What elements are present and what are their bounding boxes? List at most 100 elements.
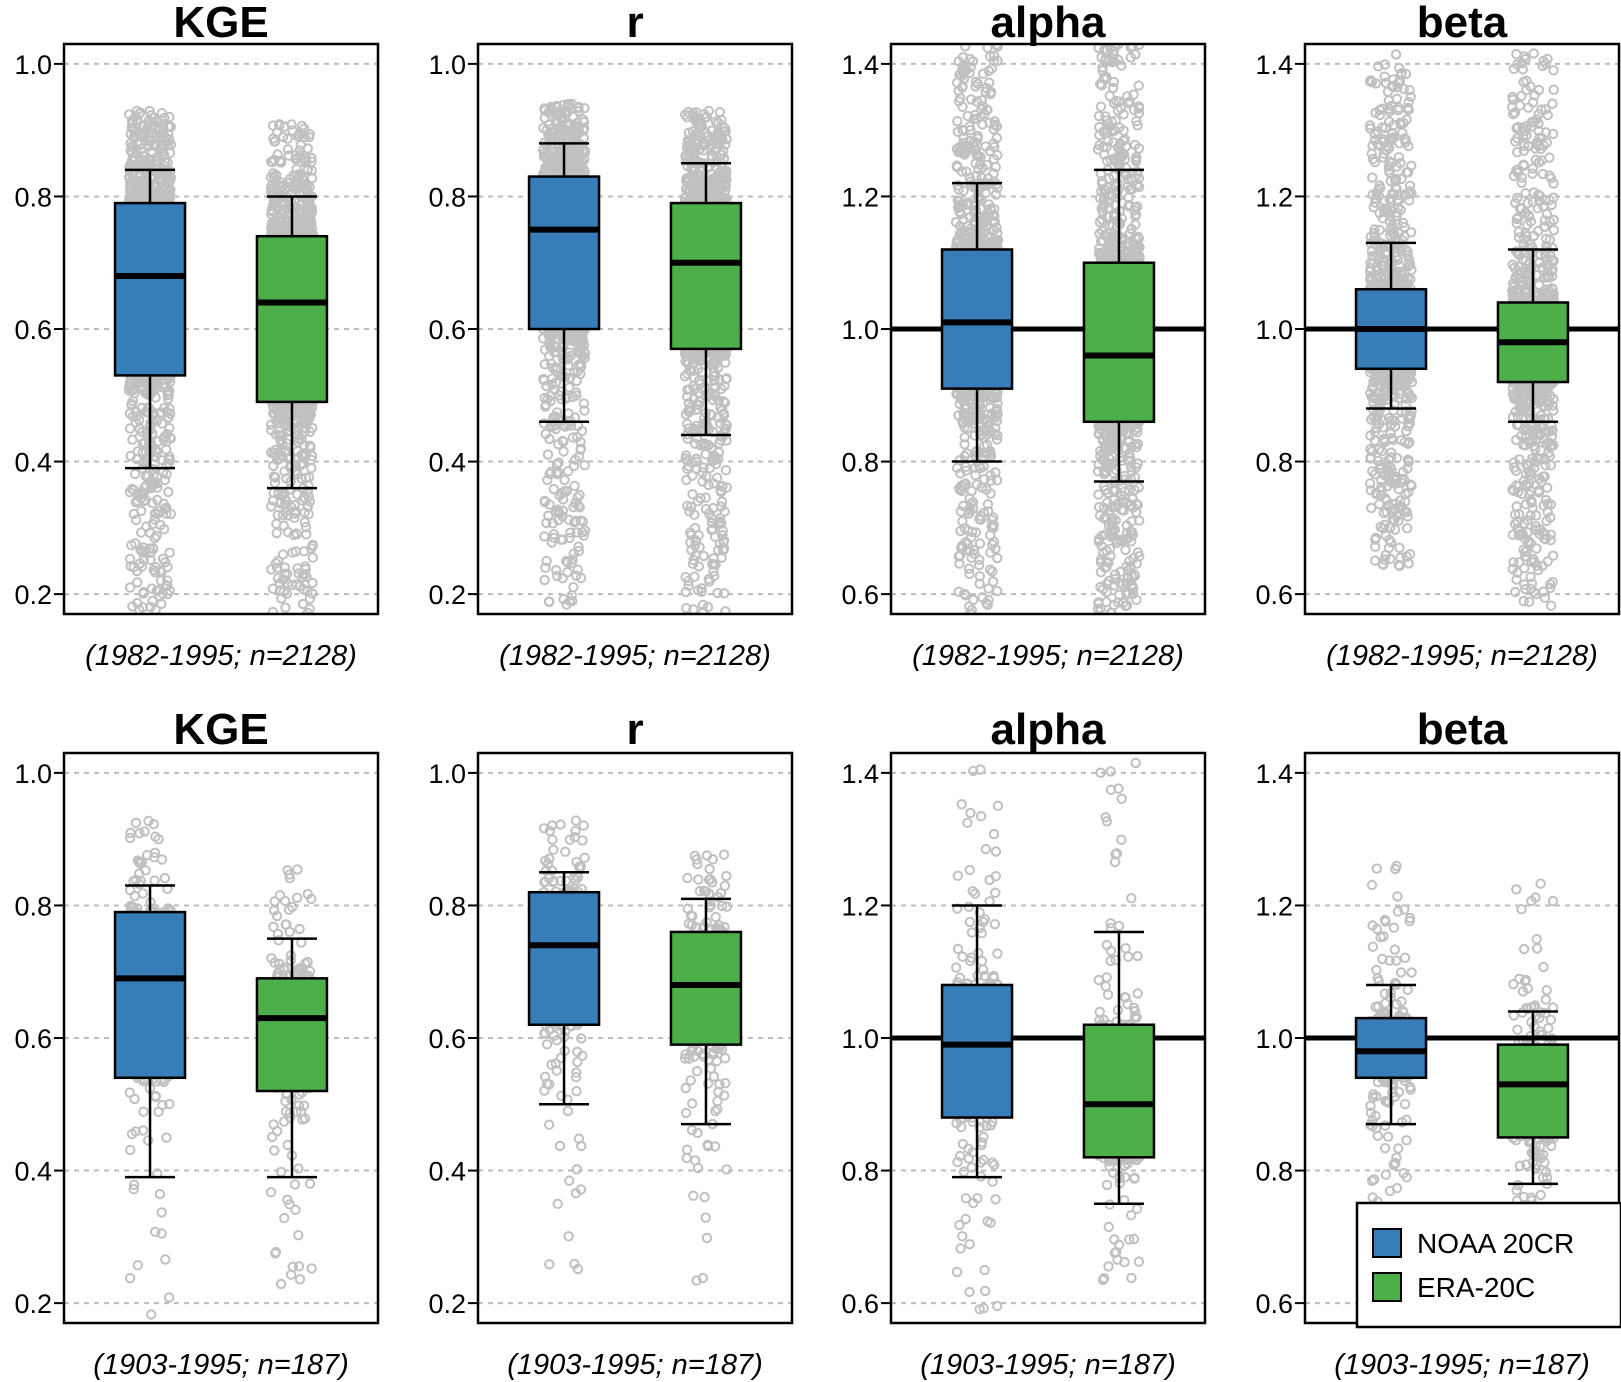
data-point: [713, 395, 725, 406]
data-point: [271, 127, 283, 138]
data-point: [703, 105, 714, 117]
data-point: [714, 374, 725, 385]
data-point: [541, 555, 552, 567]
data-point: [272, 454, 283, 466]
data-point: [698, 140, 709, 151]
data-point: [147, 595, 158, 607]
data-point: [279, 568, 290, 579]
data-point: [558, 446, 569, 457]
data-point: [982, 44, 993, 53]
data-point: [128, 183, 139, 195]
data-point: [289, 500, 300, 511]
data-point: [285, 409, 296, 420]
data-point: [573, 545, 585, 557]
data-point: [539, 359, 550, 370]
data-point: [542, 474, 553, 486]
data-point: [125, 128, 136, 140]
data-point: [569, 480, 580, 492]
data-point: [563, 120, 574, 131]
data-point: [546, 537, 558, 548]
data-point: [150, 567, 161, 578]
data-point: [135, 163, 146, 174]
data-point: [307, 422, 318, 434]
data-point: [159, 431, 170, 443]
data-point: [269, 136, 280, 147]
data-point: [545, 466, 557, 477]
data-point: [573, 101, 584, 113]
data-point: [708, 478, 719, 489]
data-point: [551, 467, 562, 479]
data-point: [156, 598, 167, 610]
data-point: [156, 418, 168, 429]
data-point: [578, 530, 589, 541]
data-point: [700, 492, 711, 503]
data-point: [538, 151, 550, 162]
data-point: [952, 116, 963, 127]
data-point: [714, 538, 726, 549]
data-point: [699, 438, 710, 449]
data-point: [570, 515, 581, 527]
data-point: [152, 508, 163, 520]
data-point: [559, 474, 570, 486]
data-point: [571, 390, 582, 401]
data-point: [281, 495, 292, 506]
data-point: [131, 105, 143, 117]
data-point: [276, 220, 287, 231]
data-point: [282, 144, 294, 155]
data-point: [681, 474, 692, 486]
data-point: [553, 439, 564, 450]
data-point: [718, 409, 730, 420]
data-point: [563, 419, 574, 430]
data-point: [716, 130, 727, 142]
data-point: [304, 193, 316, 204]
data-point: [566, 558, 577, 569]
data-point: [271, 527, 282, 539]
data-point: [692, 173, 704, 185]
data-point: [693, 530, 704, 541]
data-point: [720, 606, 731, 614]
data-point: [126, 122, 137, 134]
data-point: [162, 575, 173, 586]
data-point: [568, 149, 579, 161]
data-point: [143, 115, 155, 126]
data-point: [695, 493, 706, 504]
data-point: [709, 531, 721, 542]
panel-subtitle: (1982-1995; n=2128): [499, 640, 771, 672]
data-point: [155, 519, 166, 531]
y-tick-label: 0.6: [14, 315, 52, 345]
data-point: [686, 164, 697, 175]
data-point: [294, 145, 305, 156]
data-point: [161, 444, 172, 455]
data-point: [130, 497, 142, 508]
y-tick-label: 0.2: [428, 580, 466, 610]
data-point: [683, 358, 694, 370]
data-point: [266, 156, 277, 168]
data-point: [552, 570, 563, 582]
data-point: [164, 121, 176, 132]
data-point: [155, 188, 166, 199]
data-point: [292, 469, 303, 480]
y-tick-label: 1.0: [428, 50, 466, 80]
data-point: [550, 115, 561, 126]
data-point: [307, 588, 318, 599]
data-point: [566, 590, 578, 601]
data-point: [130, 110, 141, 122]
data-point: [125, 145, 136, 156]
data-point: [568, 548, 579, 559]
data-point: [706, 443, 717, 454]
panel-2: 0.20.40.60.81.0r(1982-1995; n=2128): [428, 0, 794, 672]
data-point: [131, 514, 142, 526]
data-point: [304, 198, 315, 209]
data-point: [540, 562, 551, 573]
data-point: [716, 486, 727, 498]
data-point: [709, 191, 720, 203]
panel-title: KGE: [173, 0, 268, 47]
data-point: [693, 387, 704, 399]
data-point: [306, 156, 317, 167]
panel-title: r: [626, 0, 643, 47]
data-point: [569, 367, 580, 378]
data-point: [128, 508, 140, 520]
data-point: [562, 466, 574, 477]
data-point: [544, 131, 555, 143]
y-tick-label: 1.4: [841, 50, 879, 80]
